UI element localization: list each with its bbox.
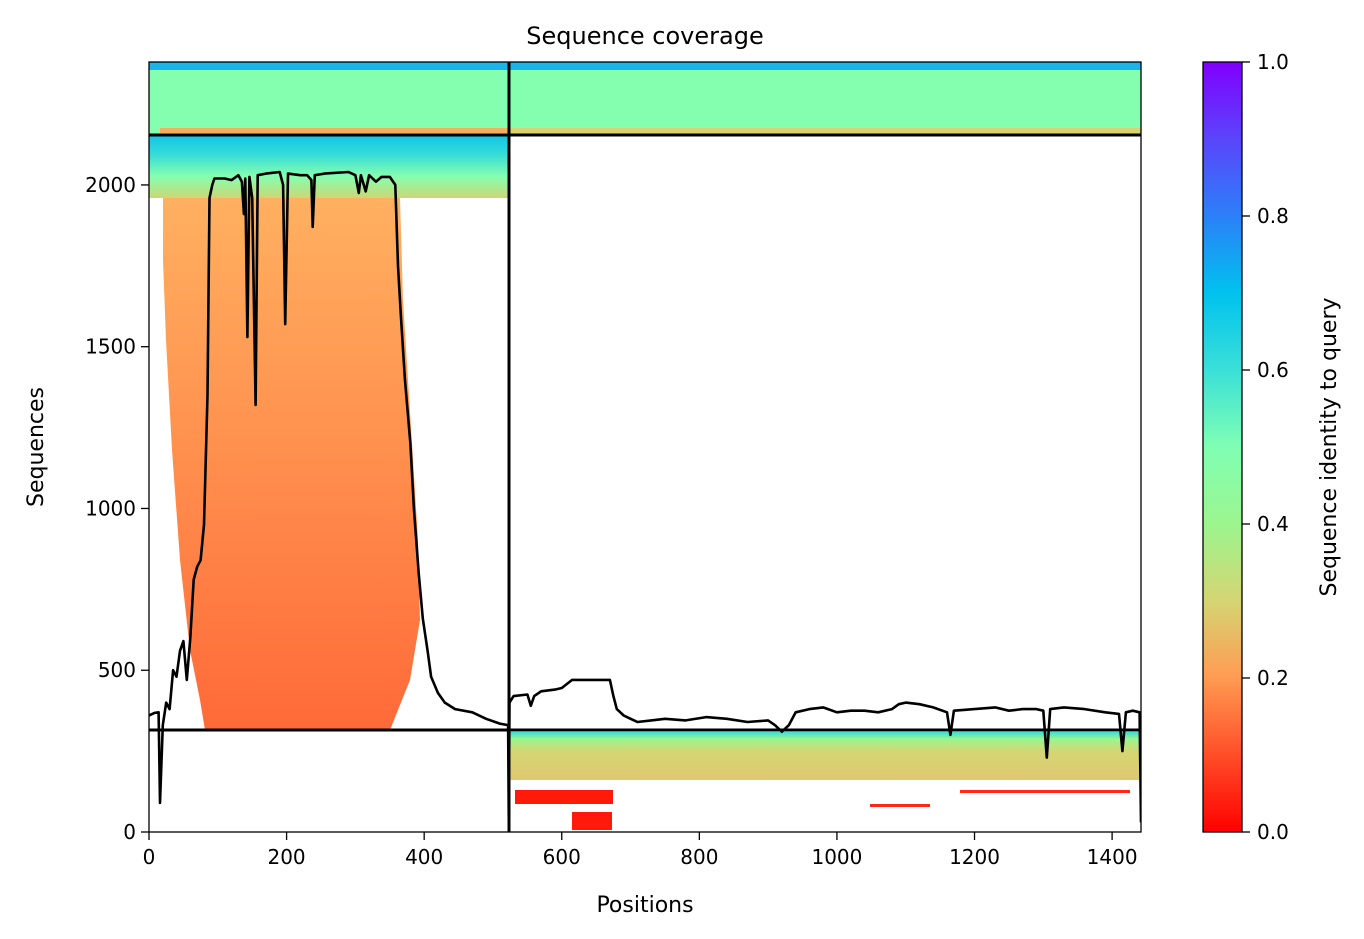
colorbar-ticks: 0.0 0.2 0.4 0.6 0.8 1.0 (1242, 50, 1289, 844)
heatmap-block-right-lower (510, 732, 1141, 780)
heatmap-red-strip-1 (515, 790, 613, 804)
coverage-heatmap (149, 62, 1141, 832)
colorbar-tick-label: 0.2 (1257, 666, 1289, 690)
y-tick-label: 1000 (85, 496, 136, 520)
x-axis-ticks: 0 200 400 600 800 1000 1200 1400 (143, 832, 1138, 869)
colorbar-bar (1202, 61, 1243, 833)
plot-frame (148, 61, 1142, 833)
y-tick-label: 0 (123, 820, 136, 844)
y-axis-label: Sequences (24, 387, 49, 507)
x-tick-label: 1400 (1087, 845, 1138, 869)
x-tick-label: 800 (680, 845, 718, 869)
heatmap-red-strip-2 (572, 812, 612, 830)
y-tick-label: 2000 (85, 173, 136, 197)
colorbar-tick-label: 0.0 (1257, 820, 1289, 844)
heatmap-red-strip-4 (960, 790, 1130, 793)
heatmap-strip-bottom-right (510, 128, 1141, 134)
chart-title: Sequence coverage (526, 22, 763, 50)
heatmap-red-strip-3 (870, 804, 930, 807)
heatmap-strip-top (149, 62, 1141, 70)
colorbar-label: Sequence identity to query (1317, 297, 1342, 596)
y-tick-label: 500 (98, 658, 136, 682)
x-tick-label: 200 (267, 845, 305, 869)
heatmap-core-left (206, 198, 388, 730)
x-tick-label: 600 (543, 845, 581, 869)
heatmap-strip-bottom-left (160, 128, 508, 133)
colorbar-tick-label: 0.6 (1257, 358, 1289, 382)
heatmap-block-top-right (510, 70, 1141, 128)
colorbar-tick-label: 0.4 (1257, 512, 1289, 536)
x-tick-label: 0 (143, 845, 156, 869)
x-axis-label: Positions (596, 893, 693, 918)
y-tick-label: 1500 (85, 335, 136, 359)
x-tick-label: 1000 (811, 845, 862, 869)
coverage-line (149, 170, 1141, 824)
colorbar: 0.0 0.2 0.4 0.6 0.8 1.0 Sequence identity to … (1202, 50, 1342, 844)
x-tick-label: 400 (405, 845, 443, 869)
colorbar-tick-label: 0.8 (1257, 204, 1289, 228)
heatmap-block-left-upper (149, 136, 508, 198)
x-tick-label: 1200 (949, 845, 1000, 869)
heatmap-block-top-left (149, 62, 508, 134)
y-axis-ticks: 0 500 1000 1500 2000 (85, 173, 149, 844)
colorbar-tick-label: 1.0 (1257, 50, 1289, 74)
